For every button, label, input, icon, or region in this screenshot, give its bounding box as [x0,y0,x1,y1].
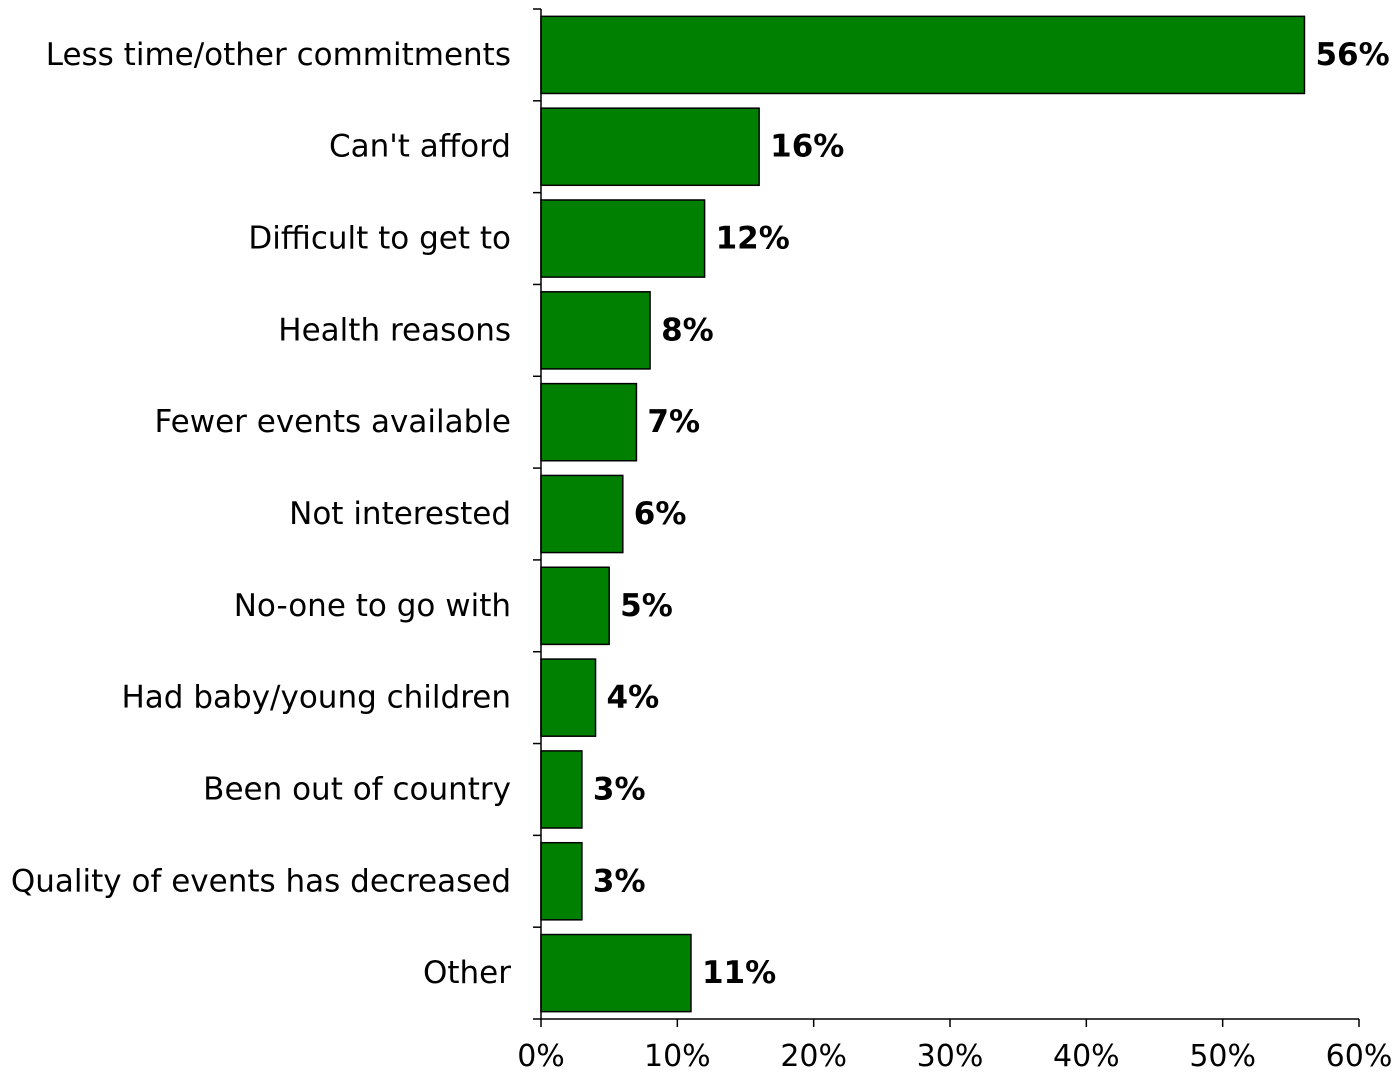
data-label: 12% [716,221,790,257]
data-label: 3% [593,771,646,807]
category-label: Health reasons [278,312,511,348]
data-label: 6% [634,496,687,532]
x-tick-label: 0% [517,1039,565,1074]
bar [540,841,583,921]
bar [540,291,651,370]
data-label: 8% [661,312,714,348]
labels-group: Less time/other commitments 56% Can't affo… [11,37,1392,1074]
x-tick-label: 40% [1053,1039,1120,1074]
data-label: 3% [593,863,646,899]
x-tick-label: 60% [1326,1039,1393,1074]
category-label: Not interested [289,496,511,532]
data-label: 5% [620,588,673,624]
bar [540,15,1306,95]
category-label: Fewer events available [155,404,511,440]
bar [540,658,597,737]
category-label: Quality of events has decreased [11,863,511,899]
category-label: Difficult to get to [248,221,511,257]
x-tick-label: 30% [917,1039,984,1074]
bars-group [540,15,1306,1013]
category-label: Been out of country [203,771,511,807]
data-label: 4% [607,680,660,716]
bar [540,199,706,278]
x-tick-label: 10% [644,1039,711,1074]
bar [540,750,583,829]
category-label: No-one to go with [234,588,511,624]
data-label: 56% [1315,37,1389,73]
category-label: Had baby/young children [122,680,512,716]
bar [540,107,760,187]
bar [540,474,624,554]
bar [540,933,692,1013]
x-tick-label: 50% [1189,1039,1256,1074]
bar [540,566,610,646]
category-label: Less time/other commitments [46,37,511,73]
axes-group [533,8,1360,1027]
category-label: Can't afford [329,129,511,165]
category-label: Other [423,955,511,991]
data-label: 11% [702,955,776,991]
data-label: 7% [647,404,700,440]
bar [540,382,638,462]
data-label: 16% [770,129,844,165]
x-tick-label: 20% [780,1039,847,1074]
